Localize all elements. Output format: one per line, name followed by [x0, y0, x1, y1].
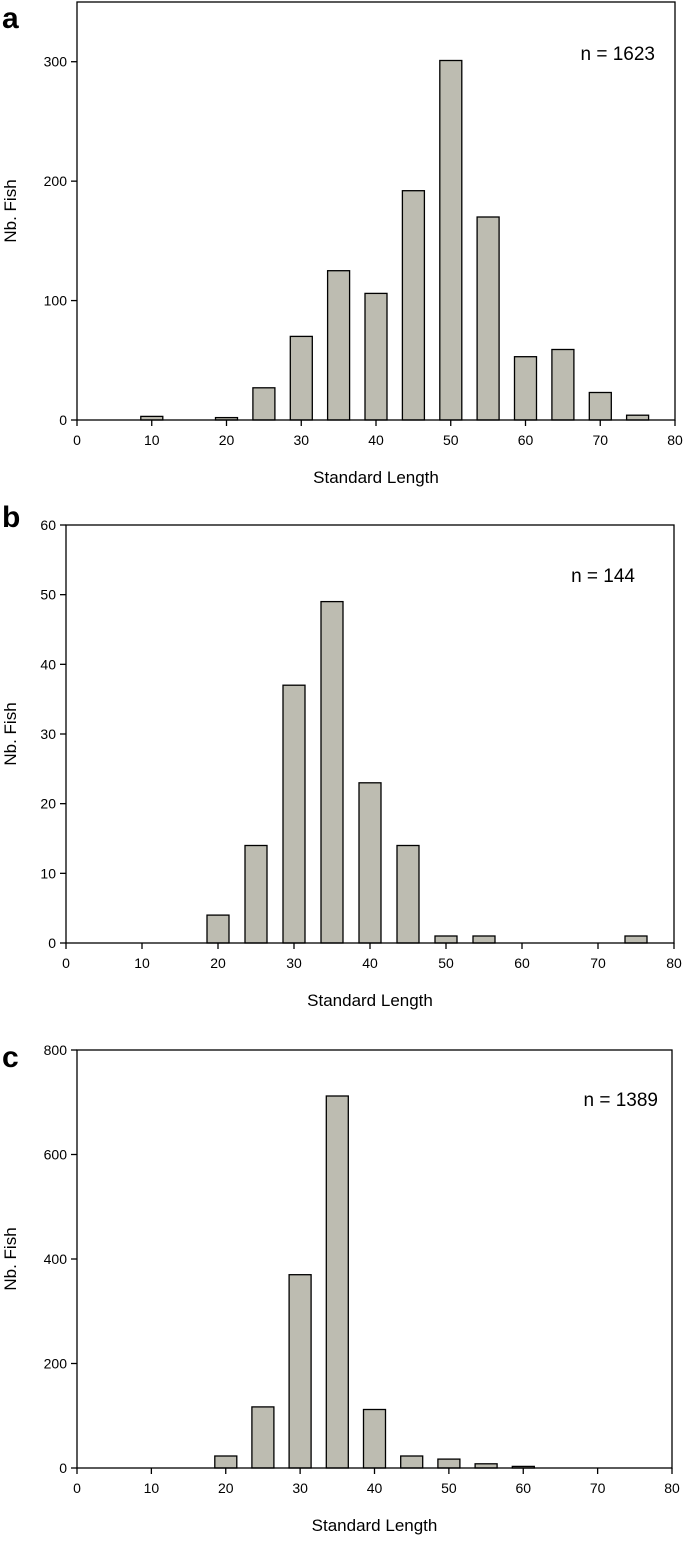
histogram-bar	[625, 414, 650, 421]
x-tick-label: 50	[443, 432, 459, 448]
y-axis-title: Nb. Fish	[1, 1227, 20, 1290]
histogram-bar	[476, 216, 500, 421]
x-tick-label: 80	[666, 955, 682, 971]
x-tick-label: 10	[144, 1480, 160, 1496]
x-tick-label: 30	[286, 955, 302, 971]
histogram-bar	[401, 190, 426, 421]
y-tick-label: 600	[44, 1147, 68, 1163]
x-tick-label: 20	[210, 955, 226, 971]
x-tick-label: 0	[62, 955, 70, 971]
histogram-bar	[358, 782, 382, 944]
sample-size-annotation: n = 1389	[584, 1090, 659, 1111]
panel-letter: a	[2, 2, 19, 35]
y-tick-label: 20	[40, 796, 56, 812]
chart-panel-b: 0 10 20 30 40 50 60 70 80 0 10 20 30 40 50 60 Standard L…	[1, 501, 682, 1010]
x-axis-title: Standard Length	[307, 991, 433, 1010]
x-tick-label: 0	[73, 432, 81, 448]
y-tick-label: 300	[44, 54, 68, 70]
histogram-bar	[439, 59, 463, 421]
x-tick-label: 40	[362, 955, 378, 971]
histogram-bar	[364, 292, 388, 421]
x-tick-label: 20	[218, 1480, 234, 1496]
x-tick-label: 80	[667, 432, 683, 448]
histogram-bar	[289, 335, 313, 421]
y-tick-label: 100	[44, 293, 68, 309]
y-tick-label: 30	[40, 726, 56, 742]
histogram-bar	[326, 270, 351, 421]
y-tick-label: 40	[40, 656, 56, 672]
x-tick-label: 70	[590, 1480, 606, 1496]
x-tick-label: 70	[590, 955, 606, 971]
x-tick-label: 0	[73, 1480, 81, 1496]
histogram-bar	[396, 844, 420, 944]
histogram-bar	[252, 387, 276, 421]
y-tick-label: 60	[40, 517, 56, 533]
y-axis-title: Nb. Fish	[1, 179, 20, 242]
x-tick-label: 60	[518, 432, 534, 448]
histogram-bar	[244, 844, 268, 944]
x-tick-label: 60	[515, 1480, 531, 1496]
histogram-bar	[400, 1455, 424, 1469]
x-tick-label: 60	[514, 955, 530, 971]
histogram-bar	[325, 1095, 349, 1469]
histogram-bar	[251, 1406, 275, 1469]
histogram-bar	[288, 1274, 312, 1469]
x-axis-title: Standard Length	[313, 468, 439, 487]
histogram-bar	[320, 600, 344, 944]
y-tick-label: 0	[48, 935, 56, 951]
y-tick-label: 10	[40, 865, 56, 881]
histogram-bar	[434, 935, 458, 944]
sample-size-annotation: n = 144	[571, 566, 635, 587]
x-tick-label: 10	[144, 432, 160, 448]
panel-letter: c	[2, 1041, 19, 1074]
x-tick-label: 50	[441, 1480, 457, 1496]
y-tick-label: 800	[44, 1042, 68, 1058]
x-tick-label: 30	[292, 1480, 308, 1496]
y-tick-label: 200	[44, 1356, 68, 1372]
plot-frame	[76, 1049, 673, 1469]
x-tick-label: 80	[664, 1480, 680, 1496]
x-tick-label: 70	[592, 432, 608, 448]
y-tick-label: 400	[44, 1251, 68, 1267]
histogram-bar	[624, 935, 648, 944]
panel-letter: b	[2, 501, 20, 534]
x-tick-label: 50	[438, 955, 454, 971]
x-axis-title: Standard Length	[312, 1516, 438, 1535]
sample-size-annotation: n = 1623	[581, 44, 656, 65]
x-tick-label: 10	[134, 955, 150, 971]
histogram-bar	[282, 684, 306, 944]
y-tick-label: 50	[40, 587, 56, 603]
histogram-bar	[551, 348, 575, 421]
x-tick-label: 40	[368, 432, 384, 448]
histogram-bar	[472, 935, 496, 944]
histogram-bar	[214, 1455, 238, 1469]
y-tick-label: 0	[59, 412, 67, 428]
histogram-bar	[362, 1408, 387, 1469]
histogram-bar	[588, 391, 612, 421]
x-tick-label: 20	[219, 432, 235, 448]
histogram-bar	[437, 1458, 461, 1469]
y-axis-title: Nb. Fish	[1, 702, 20, 765]
x-tick-label: 30	[293, 432, 309, 448]
histogram-bar	[513, 356, 538, 421]
x-tick-label: 40	[367, 1480, 383, 1496]
chart-panel-a: 0 10 20 30 40 50 60 70 80 0 100 200 300 Standard Leng…	[1, 1, 683, 487]
y-tick-label: 0	[59, 1460, 67, 1476]
histogram-bar	[206, 914, 230, 944]
y-tick-label: 200	[44, 173, 68, 189]
